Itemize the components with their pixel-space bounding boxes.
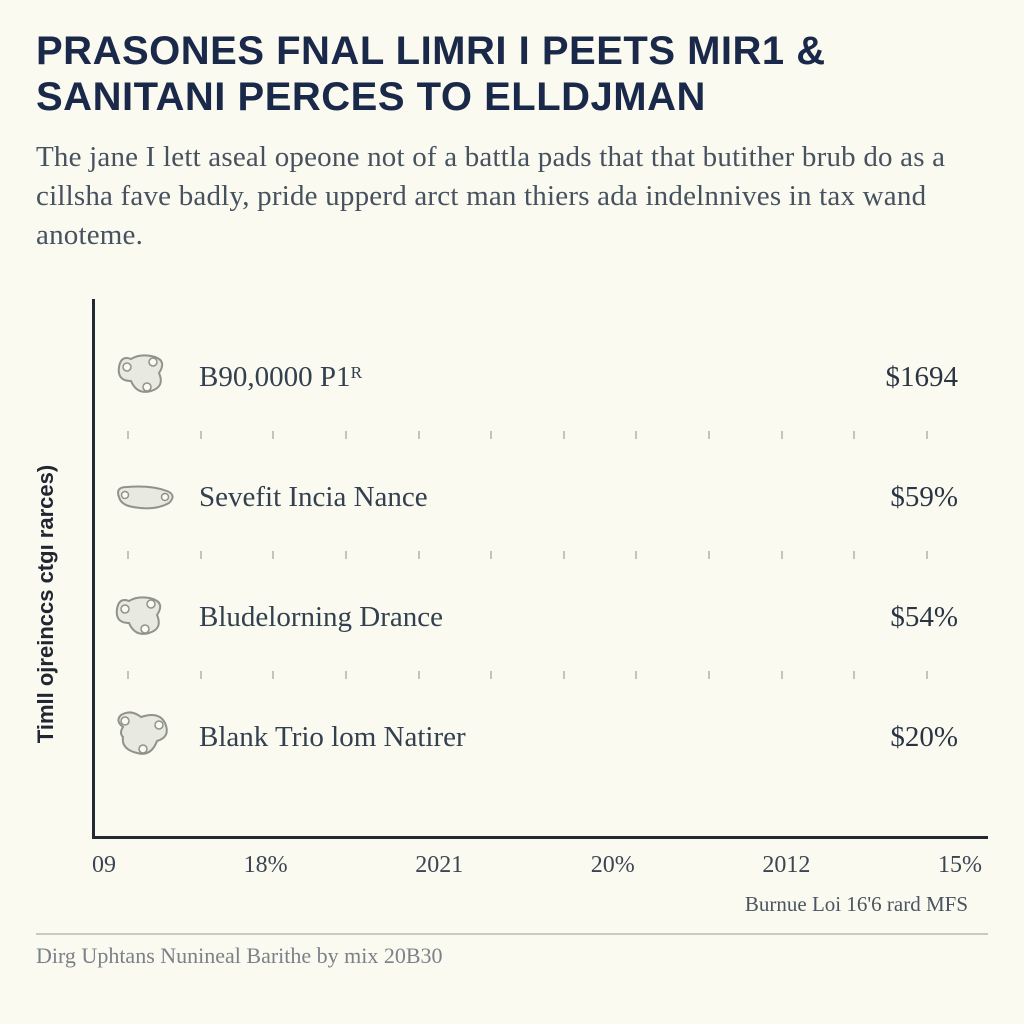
- row-value: $59%: [818, 481, 958, 514]
- blob-icon: [111, 707, 181, 767]
- x-tick: 15%: [938, 852, 982, 879]
- x-tick: 20%: [591, 852, 635, 879]
- table-row: B90,0000 P1ᴿ $1694: [111, 317, 958, 437]
- row-value: $20%: [818, 721, 958, 754]
- x-tick: 09: [92, 852, 116, 879]
- blob-icon: [111, 467, 181, 527]
- row-label: B90,0000 P1ᴿ: [199, 361, 818, 394]
- x-axis: 09 18% 2021 20% 2012 15%: [92, 852, 988, 879]
- footer-text: Dirg Uphtans Nunineal Barithe by mix 20B…: [36, 933, 988, 969]
- x-tick: 2012: [762, 852, 810, 879]
- chart-container: Timll ojreinccs ctgı rarces) B90,0000 P1…: [36, 299, 988, 909]
- blob-icon: [111, 587, 181, 647]
- table-row: Sevefit Incia Nance $59%: [111, 437, 958, 557]
- row-value: $54%: [818, 601, 958, 634]
- page-subtitle: The jane I lett aseal opeone not of a ba…: [36, 138, 988, 255]
- table-row: Blank Trio lom Natirer $20%: [111, 677, 958, 797]
- x-tick: 2021: [415, 852, 463, 879]
- table-row: Bludelorning Drance $54%: [111, 557, 958, 677]
- page-title: PRASONES FNAL LIMRI I PEETS MIR1 & SANIT…: [36, 28, 988, 120]
- blob-icon: [111, 347, 181, 407]
- plot-area: B90,0000 P1ᴿ $1694 Sevefit Incia Nance $…: [92, 299, 988, 839]
- y-axis-label: Timll ojreinccs ctgı rarces): [33, 465, 59, 743]
- row-label: Bludelorning Drance: [199, 601, 818, 634]
- source-text: Burnue Loi 16'6 rard MFS: [745, 892, 968, 917]
- row-value: $1694: [818, 361, 958, 394]
- row-label: Blank Trio lom Natirer: [199, 721, 818, 754]
- x-tick: 18%: [244, 852, 288, 879]
- row-label: Sevefit Incia Nance: [199, 481, 818, 514]
